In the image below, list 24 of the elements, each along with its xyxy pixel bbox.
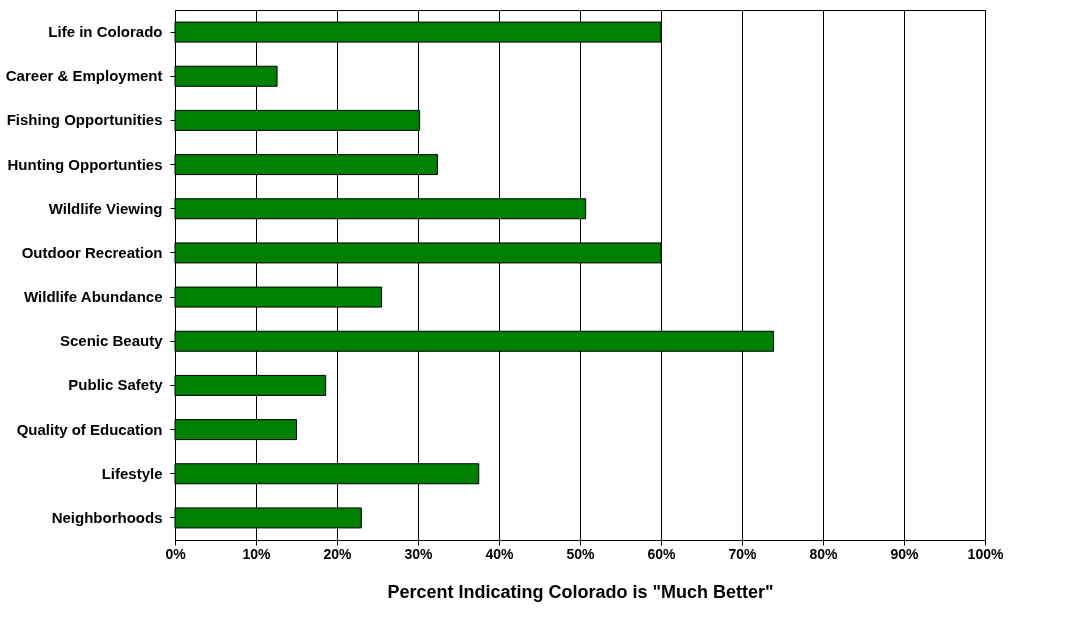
x-tick-label: 0% [165, 545, 187, 562]
y-tick-label: Fishing Opportunities [6, 111, 163, 129]
x-tick-label: 40% [485, 545, 515, 562]
y-tick-label: Wildlife Abundance [24, 288, 163, 306]
y-tick-label: Public Safety [68, 376, 164, 394]
x-tick-label: 60% [647, 545, 677, 562]
y-tick-label: Quality of Education [16, 420, 163, 438]
y-tick-label: Life in Colorado [48, 23, 163, 41]
y-tick-label: Outdoor Recreation [21, 243, 163, 261]
y-tick-label: Career & Employment [5, 67, 163, 85]
x-tick-label: 90% [890, 545, 920, 562]
y-tick-label: Neighborhoods [51, 508, 163, 526]
x-tick-label: 100% [967, 545, 1004, 562]
x-tick-label: 70% [728, 545, 758, 562]
x-tick-label: 80% [809, 545, 839, 562]
x-tick-label: 30% [404, 545, 434, 562]
y-tick-label: Hunting Opportunties [7, 155, 163, 173]
y-tick-label: Scenic Beauty [59, 332, 164, 350]
y-tick-label: Wildlife Viewing [48, 199, 163, 217]
y-tick-label: Lifestyle [101, 464, 163, 482]
x-tick-label: 20% [323, 545, 353, 562]
x-tick-label: 10% [242, 545, 272, 562]
x-axis-title: Percent Indicating Colorado is "Much Better" [387, 581, 774, 602]
x-tick-label: 50% [566, 545, 596, 562]
